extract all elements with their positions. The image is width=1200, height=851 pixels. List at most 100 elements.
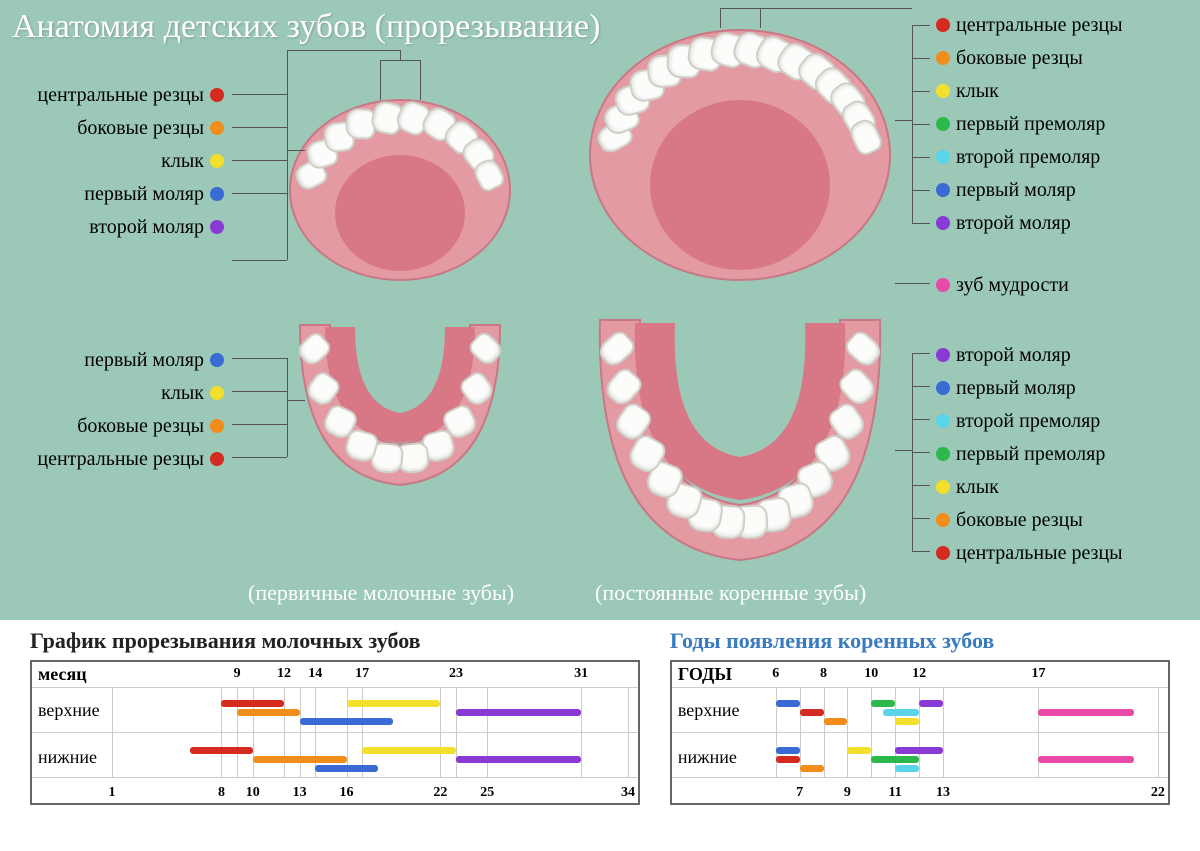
tooth-label: второй моляр (930, 340, 1190, 370)
tooth-label: боковые резцы (930, 505, 1190, 535)
label-text: клык (956, 476, 999, 499)
tooth-label: боковые резцы (0, 113, 230, 143)
leader-line (287, 50, 400, 51)
tick-label: 31 (574, 666, 588, 682)
tooth-label: второй моляр (930, 208, 1190, 238)
color-dot (936, 546, 950, 560)
chart2-xlabel: ГОДЫ (678, 664, 732, 685)
timeline-bar (895, 747, 943, 754)
color-dot (210, 419, 224, 433)
leader-line (912, 551, 930, 552)
label-text: центральные резцы (37, 448, 204, 471)
leader-line (232, 160, 287, 161)
leader-line (232, 457, 287, 458)
leader-line (895, 450, 912, 451)
leader-line (912, 223, 930, 224)
chart-row-label: верхние (678, 700, 740, 721)
timeline-bar (895, 765, 919, 772)
chart2-title: Годы появления коренных зубов (670, 628, 1170, 654)
color-dot (936, 117, 950, 131)
color-dot (210, 353, 224, 367)
timeline-bar (315, 765, 378, 772)
leader-line (232, 193, 287, 194)
leader-line (287, 150, 305, 151)
timeline-bar (237, 709, 300, 716)
tooth-label: клык (0, 146, 230, 176)
leader-line (912, 58, 930, 59)
label-text: боковые резцы (77, 117, 204, 140)
permanent-lower-labels: второй молярпервый молярвторой премолярп… (930, 340, 1190, 571)
tick-label: 7 (796, 785, 803, 801)
color-dot (936, 18, 950, 32)
color-dot (936, 381, 950, 395)
color-dot (936, 51, 950, 65)
tooth-label: первый моляр (930, 175, 1190, 205)
tooth-label: первый моляр (0, 345, 230, 375)
label-text: первый моляр (84, 349, 204, 372)
leader-line (720, 8, 760, 9)
timeline-bar (1038, 756, 1134, 763)
leader-line (720, 8, 721, 28)
tooth-label: первый моляр (930, 373, 1190, 403)
tooth-label: второй моляр (0, 212, 230, 242)
leader-line (232, 391, 287, 392)
timeline-bar (300, 718, 394, 725)
color-dot (210, 452, 224, 466)
tooth-label: второй премоляр (930, 406, 1190, 436)
label-text: центральные резцы (37, 84, 204, 107)
timeline-bar (847, 747, 871, 754)
tick-label: 13 (936, 785, 950, 801)
color-dot (936, 150, 950, 164)
label-text: второй премоляр (956, 146, 1100, 169)
tick-label: 6 (772, 666, 779, 682)
leader-line (912, 518, 930, 519)
leader-line (912, 91, 930, 92)
leader-line (380, 60, 381, 100)
leader-line (287, 400, 305, 401)
timeline-bar (456, 709, 581, 716)
leader-line (760, 8, 761, 28)
color-dot (936, 480, 950, 494)
timeline-bar (456, 756, 581, 763)
tooth-label: боковые резцы (0, 411, 230, 441)
leader-line (287, 50, 288, 94)
leader-line (420, 60, 421, 100)
label-text: боковые резцы (77, 415, 204, 438)
color-dot (936, 348, 950, 362)
leader-line (232, 260, 287, 261)
label-text: второй премоляр (956, 410, 1100, 433)
timeline-bar (253, 756, 347, 763)
permanent-eruption-chart: Годы появления коренных зубов ГОДЫ верхн… (670, 628, 1170, 805)
leader-line (912, 124, 930, 125)
tick-label: 17 (355, 666, 369, 682)
timeline-bar (871, 700, 895, 707)
timeline-bar (919, 700, 943, 707)
label-text: второй моляр (89, 216, 204, 239)
leader-line (912, 386, 930, 387)
color-dot (210, 187, 224, 201)
leader-line (232, 127, 287, 128)
tick-label: 8 (820, 666, 827, 682)
anatomy-diagram: Анатомия детских зубов (прорезывание) це… (0, 0, 1200, 620)
wisdom-dot (936, 278, 950, 292)
leader-line (912, 485, 930, 486)
permanent-caption: (постоянные коренные зубы) (595, 580, 866, 606)
charts-section: График прорезывания молочных зубов месяц… (0, 620, 1200, 809)
color-dot (210, 220, 224, 234)
label-text: первый премоляр (956, 113, 1105, 136)
main-title: Анатомия детских зубов (прорезывание) (12, 8, 600, 46)
leader-line (232, 424, 287, 425)
timeline-bar (776, 756, 800, 763)
tooth-label: центральные резцы (0, 444, 230, 474)
tooth-label: боковые резцы (930, 43, 1190, 73)
timeline-bar (800, 709, 824, 716)
color-dot (210, 154, 224, 168)
color-dot (936, 216, 950, 230)
color-dot (936, 513, 950, 527)
leader-line (912, 157, 930, 158)
leader-line (400, 50, 401, 60)
tick-label: 34 (621, 785, 635, 801)
timeline-bar (347, 700, 441, 707)
permanent-wisdom-label: зуб мудрости (930, 270, 1190, 300)
timeline-bar (800, 765, 824, 772)
